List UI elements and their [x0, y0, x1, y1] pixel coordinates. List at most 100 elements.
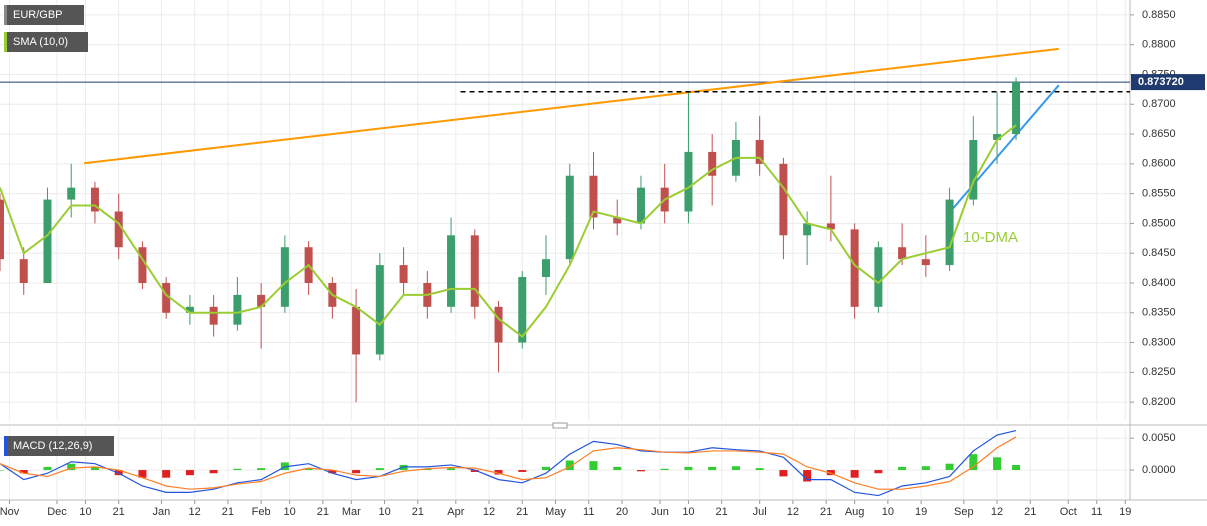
- candle-body: [447, 235, 456, 307]
- x-tick-label: 12: [483, 506, 495, 518]
- macd-label: MACD (12,26,9): [13, 440, 92, 452]
- candle-body: [518, 277, 527, 343]
- x-tick-label: 12: [991, 506, 1003, 518]
- x-tick-label: Mar: [342, 506, 361, 518]
- candle-body: [755, 140, 764, 164]
- sma-badge-strip: [4, 32, 7, 52]
- macd-histogram-bar: [138, 470, 147, 478]
- candle-body: [898, 247, 907, 260]
- candle-body: [779, 163, 788, 236]
- x-tick-label: 19: [1119, 506, 1131, 518]
- y-tick-label: 0.8450: [1142, 247, 1176, 259]
- macd-histogram-bar: [90, 466, 99, 471]
- candle-body: [19, 259, 28, 283]
- macd-histogram-bar: [921, 466, 930, 471]
- candle-body: [636, 187, 645, 224]
- x-tick-label: 21: [716, 506, 728, 518]
- macd-histogram-bar: [589, 461, 598, 471]
- candle-body: [233, 294, 242, 325]
- macd-histogram-bar: [43, 466, 52, 471]
- sma-annotation: 10-DMA: [963, 229, 1018, 246]
- macd-histogram-bar: [542, 466, 551, 471]
- candle-body: [399, 265, 408, 283]
- trend-line: [83, 47, 1059, 165]
- sma-badge: [4, 32, 88, 52]
- macd-badge: [4, 436, 114, 456]
- x-tick-label: Feb: [252, 506, 271, 518]
- macd-histogram-bar: [19, 470, 28, 474]
- macd-histogram-bar: [375, 468, 384, 471]
- y-tick-label: 0.8600: [1142, 158, 1176, 170]
- macd-histogram-bar: [518, 470, 527, 472]
- macd-histogram-bar: [898, 466, 907, 471]
- x-tick-label: Sep: [954, 506, 974, 518]
- y-tick-label: 0.0050: [1142, 432, 1176, 444]
- candle-body: [945, 199, 954, 266]
- macd-histogram-bar: [613, 466, 622, 471]
- x-tick-label: 11: [1091, 506, 1102, 518]
- x-tick-label: Jun: [651, 506, 669, 518]
- candle-body: [803, 223, 812, 236]
- macd-badge-strip: [4, 436, 7, 456]
- x-tick-label: 21: [113, 506, 125, 518]
- x-tick-label: 21: [516, 506, 528, 518]
- macd-histogram-bar: [850, 470, 859, 478]
- x-tick-label: 10: [682, 506, 694, 518]
- macd-histogram-bar: [67, 463, 76, 471]
- macd-line: [0, 429, 1017, 497]
- macd-histogram-bar: [969, 454, 978, 471]
- macd-histogram-bar: [708, 466, 717, 471]
- macd-histogram-bar: [731, 466, 740, 471]
- x-tick-label: 21: [412, 506, 424, 518]
- x-tick-label: Jan: [153, 506, 171, 518]
- x-tick-label: 12: [189, 506, 201, 518]
- macd-histogram-bar: [470, 470, 479, 472]
- x-tick-label: 10: [882, 506, 894, 518]
- candle-body: [921, 259, 930, 266]
- candle-body: [185, 306, 194, 313]
- x-tick-label: 21: [1024, 506, 1036, 518]
- macd-histogram-bar: [304, 468, 313, 471]
- macd-histogram-bar: [755, 468, 764, 471]
- y-tick-label: 0.8850: [1142, 9, 1176, 21]
- x-tick-label: 21: [317, 506, 329, 518]
- y-tick-label: 0.8800: [1142, 39, 1176, 51]
- candle-body: [90, 187, 99, 212]
- candle-body: [470, 235, 479, 307]
- macd-histogram-bar: [826, 470, 835, 476]
- y-tick-label: 0.8550: [1142, 188, 1176, 200]
- x-tick-label: 11: [583, 506, 594, 518]
- macd-histogram-bar: [803, 470, 812, 482]
- candle-body: [162, 282, 171, 313]
- x-tick-label: 21: [222, 506, 234, 518]
- macd-histogram-bar: [0, 470, 4, 471]
- x-tick-label: 10: [283, 506, 295, 518]
- sma-label: SMA (10,0): [13, 36, 68, 48]
- macd-histogram-bar: [945, 463, 954, 471]
- x-tick-label: 10: [79, 506, 91, 518]
- macd-histogram-bar: [257, 468, 266, 471]
- candle-body: [613, 217, 622, 224]
- candle-body: [257, 294, 266, 307]
- candle-body: [114, 211, 123, 248]
- candle-body: [565, 175, 574, 260]
- candle-body: [993, 134, 1002, 140]
- x-tick-label: 21: [820, 506, 832, 518]
- macd-histogram-bar: [352, 470, 361, 474]
- symbol-label: EUR/GBP: [13, 9, 63, 21]
- macd-histogram-bar: [328, 470, 337, 474]
- x-tick-label: Jul: [753, 506, 767, 518]
- macd-histogram-bar: [779, 470, 788, 477]
- candle-body: [375, 265, 384, 355]
- x-tick-label: Aug: [845, 506, 865, 518]
- y-tick-label: 0.8200: [1142, 396, 1176, 408]
- macd-histogram-bar: [209, 470, 218, 474]
- candle-body: [969, 140, 978, 200]
- y-tick-label: 0.8400: [1142, 277, 1176, 289]
- candle-body: [0, 199, 4, 260]
- macd-histogram-bar: [185, 470, 194, 476]
- pane-resize-handle[interactable]: [552, 422, 568, 429]
- x-tick-label: May: [545, 506, 566, 518]
- x-tick-label: Apr: [447, 506, 464, 518]
